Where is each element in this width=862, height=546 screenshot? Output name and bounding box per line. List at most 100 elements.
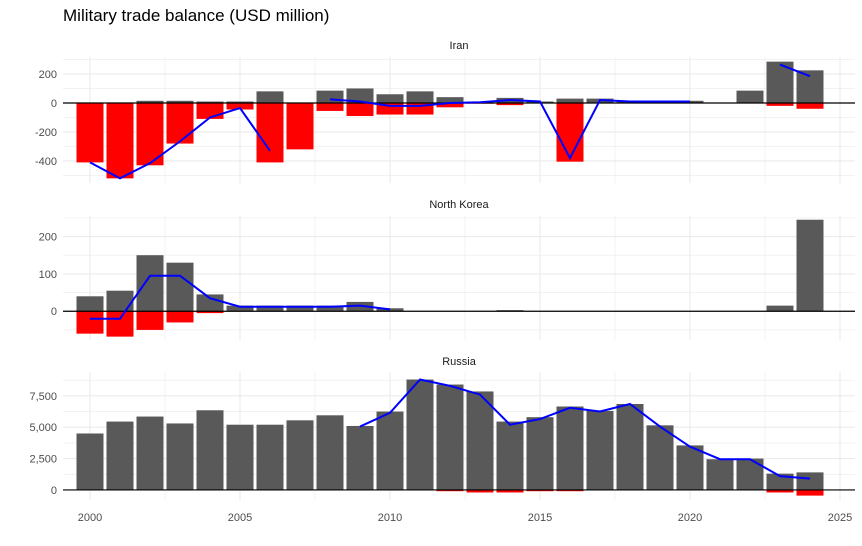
export-bar (346, 88, 374, 103)
import-bar (196, 311, 224, 314)
import-bar (406, 102, 434, 115)
x-tick-label: 2000 (78, 512, 102, 524)
balance-line (329, 98, 690, 161)
export-bar (406, 91, 434, 103)
import-bar (226, 102, 254, 110)
panel-iran: Iran -400 -200 0 200 (35, 40, 855, 183)
export-bar (526, 417, 554, 490)
export-bar (406, 379, 434, 490)
chart-title: Military trade balance (USD million) (63, 6, 330, 25)
export-bar (736, 90, 764, 103)
export-bar (76, 433, 104, 490)
export-bar (556, 406, 584, 490)
y-tick-label: 2,500 (29, 454, 57, 466)
export-bar (136, 100, 164, 103)
export-bar (496, 421, 524, 490)
export-bar (436, 384, 464, 490)
import-bar (796, 102, 824, 109)
y-tick-label: 200 (39, 232, 57, 244)
import-bar (766, 102, 794, 106)
export-bar (136, 255, 164, 312)
export-bar (316, 415, 344, 490)
export-bar (766, 473, 794, 490)
y-tick-label: 100 (39, 269, 57, 281)
x-tick-label: 2015 (528, 512, 552, 524)
export-bar (286, 420, 314, 490)
import-bar (136, 102, 164, 166)
export-bar (646, 425, 674, 490)
import-bar (556, 102, 584, 162)
import-bar (496, 102, 524, 106)
export-bar (736, 458, 764, 490)
y-tick-label: 0 (51, 306, 57, 318)
import-bar (166, 311, 194, 323)
export-bar (436, 97, 464, 103)
export-bar (196, 410, 224, 490)
export-bar (316, 90, 344, 103)
import-bar (76, 311, 104, 334)
panel-title: Russia (442, 356, 477, 368)
export-bar (106, 421, 134, 490)
import-bar (316, 102, 344, 111)
import-bar (766, 489, 794, 493)
export-bar (316, 305, 344, 312)
panel-north-korea: North Korea 0 100 200 (39, 199, 855, 340)
export-bar (586, 410, 614, 490)
balance-line (89, 106, 271, 180)
export-bar (376, 411, 404, 490)
x-tick-label: 2025 (828, 512, 852, 524)
balance-line (359, 378, 811, 480)
import-bar (526, 489, 554, 492)
import-bar (496, 489, 524, 493)
y-tick-label: -400 (35, 156, 57, 168)
y-tick-label: 7,500 (29, 391, 57, 403)
import-bar (466, 489, 494, 493)
import-bar (436, 489, 464, 492)
export-bar (796, 472, 824, 490)
export-bar (346, 425, 374, 490)
export-bar (136, 416, 164, 490)
panel-title: North Korea (429, 199, 489, 211)
x-tick-label: 2005 (228, 512, 252, 524)
y-tick-label: 200 (39, 69, 57, 81)
import-bar (436, 102, 464, 108)
export-bar (286, 305, 314, 312)
export-bar (466, 391, 494, 490)
y-tick-label: 5,000 (29, 422, 57, 434)
export-bar (706, 459, 734, 490)
y-tick-label: 0 (51, 485, 57, 497)
export-bar (766, 305, 794, 312)
export-bar (196, 294, 224, 312)
export-bar (166, 262, 194, 312)
x-tick-label: 2020 (678, 512, 702, 524)
export-bar (226, 424, 254, 490)
export-bar (196, 101, 224, 103)
balance-line (90, 274, 391, 320)
import-bar (166, 102, 194, 144)
export-bar (376, 308, 404, 312)
export-bar (556, 98, 584, 103)
import-bar (136, 311, 164, 330)
x-tick-label: 2010 (378, 512, 402, 524)
export-bar (376, 94, 404, 103)
export-bar (796, 219, 824, 312)
y-tick-label: 0 (51, 98, 57, 110)
export-bar (166, 100, 194, 103)
export-bar (166, 423, 194, 490)
import-bar (256, 102, 284, 163)
export-bar (676, 445, 704, 490)
export-bar (256, 305, 284, 312)
export-bar (616, 404, 644, 490)
panel-russia: Russia 0 2,500 5,000 7,500 (29, 356, 855, 500)
import-bar (556, 489, 584, 492)
import-bar (106, 311, 134, 337)
export-bar (106, 290, 134, 312)
import-bar (796, 489, 824, 496)
import-bar (286, 102, 314, 150)
import-bar (106, 102, 134, 179)
export-bar (76, 296, 104, 312)
export-bar (256, 424, 284, 490)
import-bar (346, 102, 374, 117)
